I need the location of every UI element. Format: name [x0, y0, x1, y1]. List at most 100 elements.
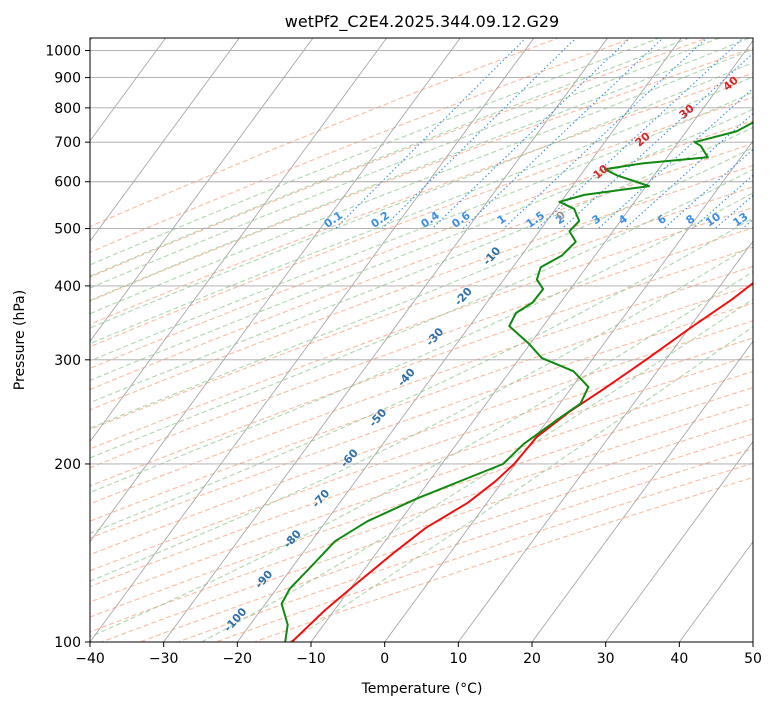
- isotherm-line: [310, 39, 753, 642]
- moist-adiabats: [90, 38, 753, 642]
- dry-adiabat-line: [90, 370, 753, 603]
- isotherm-line: [384, 140, 753, 642]
- moist-adiabat-line: [90, 192, 753, 494]
- y-tick-label: 200: [54, 457, 81, 473]
- moist-adiabat-line: [90, 108, 753, 382]
- isohume-label: -70: [309, 487, 332, 511]
- plot-frame: [89, 37, 754, 643]
- isotherm-line: [90, 38, 461, 543]
- moist-adiabat-line: [288, 326, 753, 642]
- dry-adiabat-line: [90, 96, 753, 348]
- mixing-ratio-line: [503, 38, 708, 229]
- dewpoint-line: [280, 121, 753, 642]
- dry-adiabat-line: [90, 320, 753, 556]
- mixing-ratio-line: [598, 87, 753, 230]
- x-axis: −40 −30 −20 −10 0 10 20 30 40 50: [75, 642, 762, 667]
- theta-label: 10: [591, 162, 611, 182]
- dry-adiabat-line: [90, 72, 753, 325]
- isotherm-line: [90, 38, 388, 443]
- mixing-ratio-line: [742, 218, 753, 230]
- isotherm-line: [163, 38, 609, 642]
- y-axis: 100 200 300 400 500 600 700 800 900 1000: [45, 44, 90, 651]
- y-tick-label: 700: [54, 135, 81, 151]
- isohume-label: -60: [338, 446, 361, 470]
- dry-adiabat-line: [138, 433, 753, 642]
- moist-adiabat-line: [90, 217, 753, 534]
- isotherm-line: [605, 440, 753, 642]
- mixing-ratio-label: 0.2: [368, 209, 391, 231]
- y-tick-label: 500: [54, 222, 81, 238]
- mixing-ratio-label: 3: [590, 212, 604, 227]
- y-tick-label: 900: [54, 71, 81, 87]
- moist-adiabat-line: [90, 38, 691, 277]
- mixing-ratio-label: 10: [703, 210, 723, 230]
- moist-adiabat-line: [90, 38, 751, 302]
- y-tick-label: 600: [54, 175, 81, 191]
- dry-adiabat-line: [90, 265, 753, 505]
- chart-title: wetPf2_C2E4.2025.344.09.12.G29: [285, 12, 559, 32]
- x-tick-label: −10: [296, 651, 326, 667]
- y-axis-label: Pressure (hPa): [12, 290, 28, 390]
- moist-adiabat-line: [90, 38, 721, 289]
- mixing-ratio-label: 16: [753, 210, 773, 230]
- dry-adiabat-line: [90, 246, 753, 487]
- x-tick-label: −20: [223, 651, 253, 667]
- moist-adiabat-line: [90, 126, 753, 404]
- profile-series: [280, 121, 753, 642]
- isotherms: [90, 38, 753, 642]
- y-tick-label: 400: [54, 279, 81, 295]
- dry-adiabat-line: [90, 227, 753, 469]
- isohume-label: -100: [221, 605, 249, 634]
- moist-adiabat-line: [90, 270, 753, 638]
- mixing-ratio-label: 0.6: [449, 209, 473, 231]
- mixing-ratio-line: [537, 38, 745, 229]
- theta-label: 30: [677, 102, 697, 122]
- isotherm-line: [678, 541, 753, 642]
- isotherm-line: [457, 240, 753, 642]
- mixing-ratio-label: 4: [616, 212, 630, 227]
- dry-adiabat-line: [90, 38, 710, 278]
- mixing-ratio-label: 6: [655, 212, 669, 227]
- isotherm-line: [90, 38, 314, 343]
- dry-adiabat-line: [90, 47, 753, 302]
- x-tick-label: 30: [597, 651, 615, 667]
- isotherm-line: [90, 38, 535, 642]
- isohume-label: -30: [423, 325, 446, 349]
- dry-adiabat-line: [176, 448, 753, 642]
- dry-adiabat-line: [90, 120, 753, 369]
- pressure-gridlines: [90, 50, 753, 642]
- mixing-ratio-label: 0.4: [418, 209, 442, 231]
- moist-adiabat-line: [90, 38, 661, 266]
- mixing-ratio-label: 13: [730, 210, 750, 229]
- moist-adiabat-line: [90, 61, 753, 329]
- mixing-ratio-line: [381, 38, 577, 229]
- x-tick-label: 20: [523, 651, 541, 667]
- dry-adiabat-line: [90, 354, 753, 588]
- dry-adiabat-line: [90, 142, 753, 391]
- moist-adiabat-line: [90, 146, 753, 429]
- mixing-ratio-label: 0.1: [322, 209, 345, 231]
- dry-adiabat-line: [90, 38, 560, 228]
- dry-adiabat-line: [90, 206, 753, 450]
- temperature-line: [291, 281, 753, 642]
- dry-adiabat-line: [90, 337, 753, 572]
- moist-adiabat-line: [90, 243, 753, 582]
- dry-adiabat-line: [90, 284, 753, 522]
- x-axis-label: Temperature (°C): [361, 681, 483, 697]
- mixing-ratio-line: [663, 148, 753, 230]
- x-tick-label: 50: [744, 651, 762, 667]
- isotherm-line: [90, 38, 240, 242]
- dry-adiabat-line: [90, 402, 753, 633]
- moist-adiabat-line: [90, 91, 753, 362]
- dry-adiabats: [90, 38, 753, 642]
- dry-adiabat-line: [90, 302, 753, 539]
- y-tick-label: 1000: [45, 44, 81, 60]
- isohume-label: -80: [281, 527, 304, 551]
- mixing-ratio-line: [765, 26, 775, 229]
- mixing-ratio-line: [431, 38, 631, 229]
- dry-adiabat-line: [90, 186, 753, 431]
- y-tick-label: 800: [54, 101, 81, 117]
- isohume-label: -10: [480, 244, 503, 268]
- dry-adiabat-line: [90, 386, 753, 618]
